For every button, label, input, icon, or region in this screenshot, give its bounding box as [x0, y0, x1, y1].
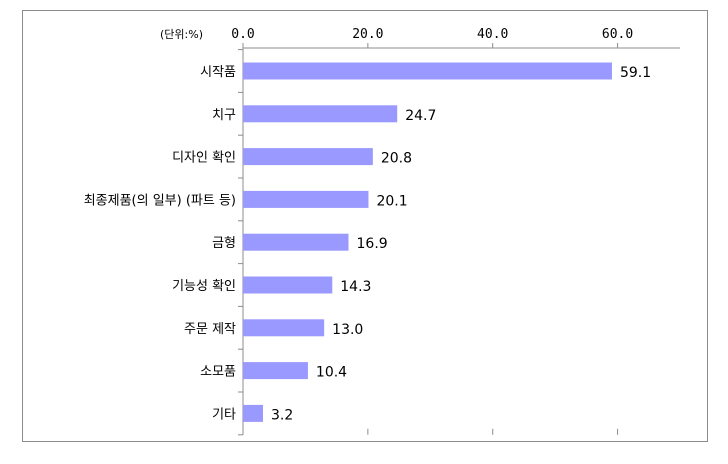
category-label: 디자인 확인: [172, 151, 236, 166]
x-tick-label: 40.0: [477, 27, 508, 42]
data-label: 24.7: [405, 108, 436, 124]
bar: [243, 190, 369, 208]
x-tick-label: 20.0: [352, 27, 383, 42]
category-label: 시작품: [200, 65, 236, 80]
bar: [243, 148, 373, 166]
data-label: 16.9: [357, 236, 388, 252]
x-tick-label: 60.0: [602, 27, 633, 42]
data-label: 13.0: [332, 322, 363, 338]
data-label: 20.8: [381, 151, 412, 167]
category-label: 기타: [212, 407, 236, 422]
category-label: 최종제품(의 일부) (파트 등): [84, 193, 236, 208]
category-label: 치구: [212, 108, 236, 123]
bar: [243, 105, 398, 123]
category-label: 금형: [212, 236, 236, 251]
data-label: 3.2: [271, 407, 293, 423]
data-label: 14.3: [340, 279, 371, 295]
bar: [243, 404, 263, 422]
chart-frame: [22, 10, 708, 442]
bar: [243, 62, 612, 80]
data-label: 59.1: [620, 65, 651, 81]
category-label: 주문 제작: [184, 322, 236, 337]
bars-group: 시작품 59.1 치구 24.7 디자인 확인 20.8 최종제품(의 일부) (파트 등)…: [84, 62, 651, 423]
category-label: 소모품: [200, 365, 236, 380]
bar: [243, 276, 333, 294]
data-label: 20.1: [376, 193, 407, 209]
x-tick-label: 0.0: [231, 27, 254, 42]
data-label: 10.4: [316, 365, 347, 381]
bar: [243, 233, 349, 251]
category-label: 기능성 확인: [172, 279, 236, 294]
unit-label: (단위:%): [160, 28, 203, 41]
bar: [243, 319, 325, 337]
bar: [243, 362, 308, 380]
